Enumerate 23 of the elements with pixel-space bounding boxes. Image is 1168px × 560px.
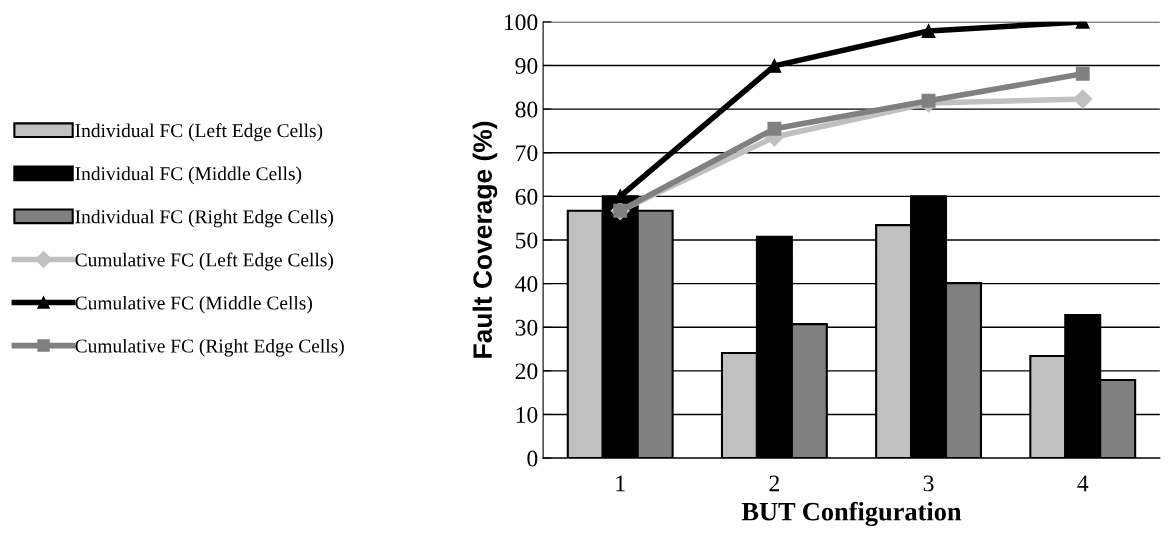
y-tick-label: 90 <box>515 57 538 74</box>
y-tick-label: 70 <box>516 145 538 162</box>
x-axis-title: BUT Configuration <box>741 501 962 527</box>
y-tick-label: 20 <box>515 363 538 380</box>
y-tick-label: 0 <box>527 450 538 467</box>
x-tick-label: 4 <box>1077 475 1089 492</box>
legend-label: Cumulative FC (Middle Cells) <box>75 295 312 314</box>
y-tick-label: 40 <box>515 276 538 293</box>
legend-label: Individual FC (Right Edge Cells) <box>75 209 334 228</box>
y-tick-label: 50 <box>516 232 538 249</box>
y-tick-label: 80 <box>515 101 538 118</box>
legend-label: Individual FC (Middle Cells) <box>75 166 302 185</box>
y-tick-label: 100 <box>504 14 538 31</box>
legend-label: Cumulative FC (Left Edge Cells) <box>75 252 333 271</box>
x-tick-label: 1 <box>616 475 625 492</box>
x-tick-label: 3 <box>923 475 934 492</box>
legend-label: Cumulative FC (Right Edge Cells) <box>75 338 344 357</box>
x-tick-label: 2 <box>769 475 779 492</box>
y-tick-label: 30 <box>515 319 538 336</box>
legend-label: Individual FC (Left Edge Cells) <box>75 123 323 142</box>
y-tick-label: 60 <box>515 188 538 205</box>
y-axis-title: Fault Coverage (%) <box>472 121 498 358</box>
y-tick-label: 10 <box>516 406 538 423</box>
